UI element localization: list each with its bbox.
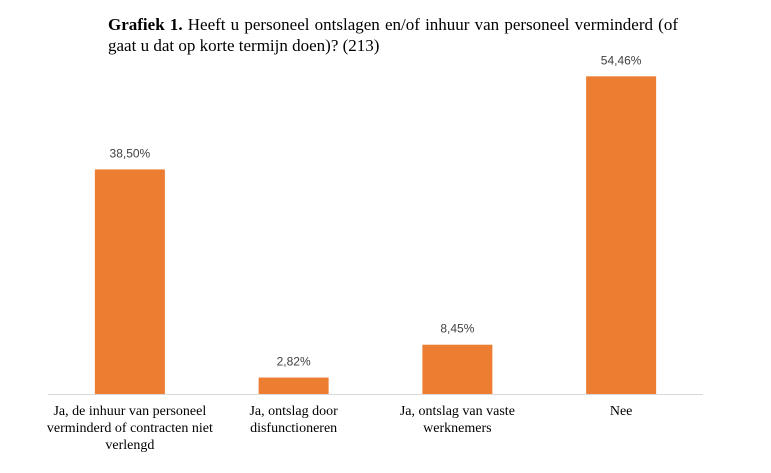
chart-title-prefix: Grafiek 1.: [108, 15, 183, 34]
chart-title: Grafiek 1. Heeft u personeel ontslagen e…: [108, 14, 678, 56]
data-label: 8,45%: [440, 322, 474, 336]
category-label: Nee: [609, 404, 633, 419]
data-label: 2,82%: [277, 355, 311, 369]
bar: [258, 377, 329, 394]
category-label: Ja, ontslag door disfunctioneren: [249, 404, 338, 436]
bar: [94, 169, 165, 394]
category-label: Ja, de inhuur van personeel verminderd o…: [46, 404, 213, 453]
chart-title-text: Heeft u personeel ontslagen en/of inhuur…: [108, 15, 679, 55]
data-label: 54,46%: [601, 53, 642, 67]
bar: [586, 76, 657, 395]
category-label: Ja, ontslag van vaste werknemers: [399, 404, 515, 436]
data-label: 38,50%: [110, 146, 151, 160]
bar: [422, 344, 493, 394]
